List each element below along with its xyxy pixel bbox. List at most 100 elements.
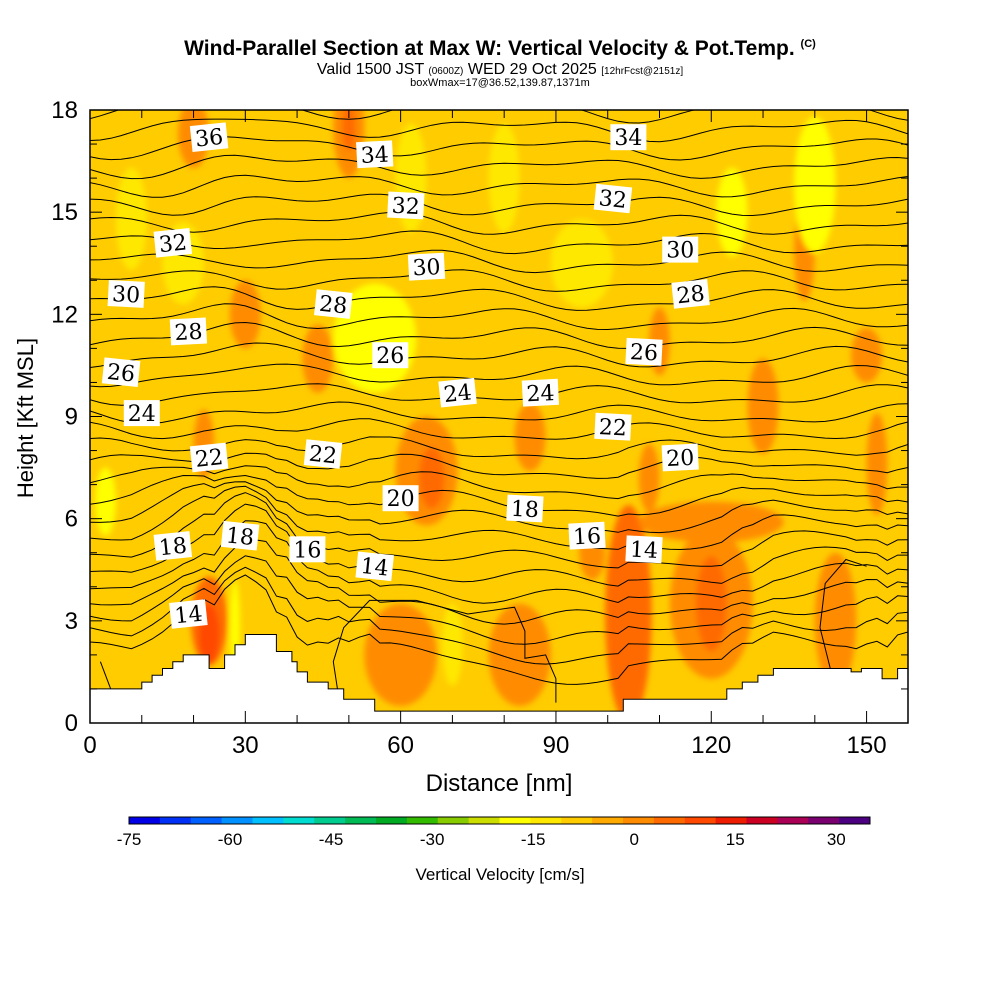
- theta-label-28: 14: [625, 535, 663, 564]
- velocity-cell-22: [638, 501, 784, 543]
- theta-label-text: 32: [391, 194, 420, 220]
- colorbar-swatch-4: [252, 817, 284, 824]
- theta-label-7: 30: [662, 236, 699, 264]
- theta-label-text: 20: [387, 487, 415, 512]
- theta-label-text: 18: [225, 523, 255, 551]
- velocity-cell-13: [418, 447, 445, 509]
- colorbar-tick-30: 30: [827, 830, 846, 849]
- colorbar-swatch-16: [623, 817, 655, 824]
- theta-label-26: 16: [568, 521, 606, 550]
- isentrope-line-29: [90, 118, 908, 143]
- isentrope-line-13: [90, 418, 908, 440]
- theta-label-19: 22: [303, 439, 343, 470]
- velocity-cell-17: [302, 324, 334, 393]
- isentrope-line-20: [90, 286, 908, 311]
- y-tick-label-0: 0: [65, 710, 78, 737]
- isentrope-line-12: [90, 436, 908, 460]
- colorbar-label: Vertical Velocity [cm/s]: [415, 865, 584, 884]
- theta-label-10: 28: [671, 279, 710, 309]
- colorbar-swatch-11: [468, 817, 501, 824]
- colorbar-swatch-19: [715, 817, 748, 824]
- isentrope-line-16: [90, 363, 908, 388]
- theta-label-text: 16: [293, 538, 321, 563]
- colorbar: -75 -60 -45 -30 -15 0 15 30: [117, 816, 871, 849]
- isentrope-line-5: [90, 503, 908, 587]
- colorbar-swatch-7: [345, 817, 377, 824]
- y-tick-label-6: 6: [65, 506, 78, 533]
- theta-label-25: 18: [153, 531, 193, 561]
- isentrope-line-18: [90, 321, 908, 349]
- colorbar-swatch-2: [190, 817, 223, 824]
- theta-label-2: 34: [610, 124, 647, 151]
- isentrope-line-0: [90, 574, 908, 685]
- isentrope-line-6: [90, 492, 908, 569]
- colorbar-swatch-17: [653, 817, 686, 824]
- x-tick-label-0: 0: [83, 732, 96, 759]
- x-tick-label-150: 150: [847, 732, 887, 759]
- theta-label-6: 30: [407, 252, 446, 281]
- theta-label-1: 34: [356, 140, 394, 169]
- y-tick-label-15: 15: [51, 199, 78, 226]
- x-tick-label-60: 60: [387, 732, 414, 759]
- colorbar-tick--45: -45: [319, 830, 344, 849]
- velocity-cell-18: [747, 358, 779, 454]
- terrain: [90, 634, 908, 723]
- theta-label-29: 14: [355, 551, 394, 582]
- theta-label-text: 34: [360, 143, 389, 169]
- velocity-cell-10: [695, 556, 727, 652]
- colorbar-swatch-15: [592, 817, 624, 824]
- theta-label-text: 22: [308, 442, 338, 470]
- theta-label-text: 16: [572, 524, 601, 550]
- isentrope-line-8: [90, 481, 908, 534]
- x-axis-label: Distance [nm]: [426, 770, 573, 797]
- theta-label-13: 26: [625, 337, 663, 367]
- isentrope-line-7: [90, 485, 908, 551]
- velocity-cell-34: [229, 280, 261, 349]
- colorbar-swatch-23: [839, 817, 871, 824]
- isentrope-line-23: [90, 230, 908, 255]
- theta-label-16: 24: [521, 378, 560, 407]
- theta-label-text: 36: [194, 125, 224, 153]
- potential-temperature-contours: [90, 81, 908, 685]
- isentrope-line-17: [90, 342, 908, 368]
- theta-label-text: 28: [676, 281, 706, 309]
- theta-label-24: 18: [220, 520, 260, 551]
- colorbar-swatch-0: [129, 817, 161, 824]
- colorbar-tick-0: 0: [629, 830, 638, 849]
- isentrope-line-14: [90, 401, 908, 425]
- theta-label-27: 16: [289, 536, 326, 563]
- theta-label-text: 14: [359, 554, 389, 582]
- theta-label-11: 28: [169, 317, 208, 346]
- velocity-cell-29: [488, 123, 520, 233]
- colorbar-swatch-1: [159, 817, 192, 824]
- theta-label-text: 30: [111, 282, 140, 308]
- colorbar-swatch-13: [530, 817, 562, 824]
- theta-label-8: 30: [107, 279, 145, 309]
- theta-label-17: 24: [123, 400, 160, 427]
- theta-label-3: 32: [387, 191, 425, 220]
- velocity-cell-19: [866, 413, 888, 516]
- colorbar-swatch-18: [684, 817, 717, 824]
- theta-label-14: 26: [101, 357, 141, 388]
- velocity-cell-33: [550, 218, 613, 308]
- isentrope-line-31: [90, 81, 908, 104]
- theta-label-text: 30: [666, 239, 694, 264]
- velocity-cell-25: [794, 116, 836, 254]
- theta-label-0: 36: [189, 122, 229, 153]
- colorbar-tick--15: -15: [521, 830, 546, 849]
- zero-contour-2: [819, 558, 867, 669]
- theta-label-text: 14: [629, 538, 658, 564]
- theta-label-text: 24: [443, 380, 473, 408]
- theta-label-text: 34: [614, 126, 642, 151]
- y-tick-label-9: 9: [65, 404, 78, 431]
- isentrope-line-9: [90, 474, 908, 517]
- theta-label-text: 32: [158, 230, 188, 258]
- theta-label-4: 32: [593, 183, 633, 214]
- theta-label-text: 26: [629, 340, 658, 366]
- box-info: boxWmax=17@36.52,139.87,1371m: [410, 77, 590, 89]
- isentrope-line-21: [90, 269, 908, 292]
- colorbar-tick-15: 15: [726, 830, 745, 849]
- theta-label-text: 24: [526, 381, 555, 407]
